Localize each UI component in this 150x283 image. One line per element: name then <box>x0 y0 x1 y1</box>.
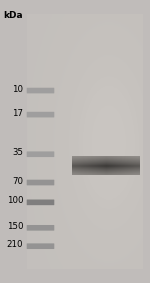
Text: 100: 100 <box>7 196 23 205</box>
FancyBboxPatch shape <box>27 200 54 205</box>
Text: 150: 150 <box>7 222 23 231</box>
Text: 17: 17 <box>12 109 23 118</box>
FancyBboxPatch shape <box>27 151 54 157</box>
FancyBboxPatch shape <box>27 88 54 93</box>
FancyBboxPatch shape <box>27 112 54 117</box>
Text: 35: 35 <box>12 148 23 157</box>
FancyBboxPatch shape <box>27 225 54 231</box>
Text: 10: 10 <box>12 85 23 94</box>
Text: 70: 70 <box>12 177 23 186</box>
FancyBboxPatch shape <box>27 243 54 249</box>
FancyBboxPatch shape <box>27 14 142 269</box>
FancyBboxPatch shape <box>27 180 54 185</box>
Text: kDa: kDa <box>3 11 23 20</box>
Text: 210: 210 <box>7 240 23 249</box>
